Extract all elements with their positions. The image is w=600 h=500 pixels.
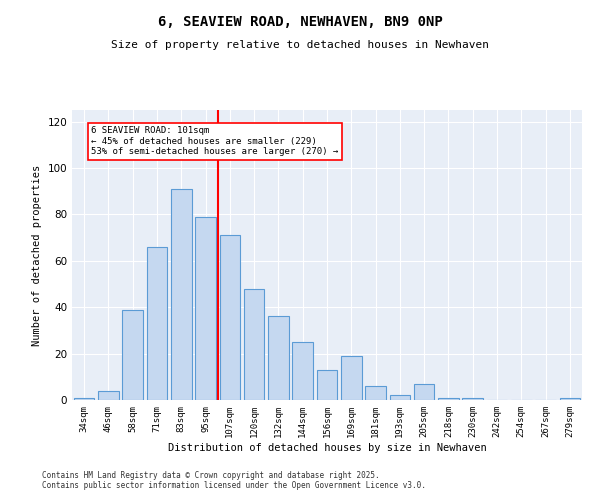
Text: Size of property relative to detached houses in Newhaven: Size of property relative to detached ho… bbox=[111, 40, 489, 50]
Bar bbox=[122, 310, 143, 400]
X-axis label: Distribution of detached houses by size in Newhaven: Distribution of detached houses by size … bbox=[167, 442, 487, 452]
Bar bbox=[146, 247, 167, 400]
Bar bbox=[292, 342, 313, 400]
Bar bbox=[195, 216, 216, 400]
Bar bbox=[365, 386, 386, 400]
Bar bbox=[244, 288, 265, 400]
Bar bbox=[560, 398, 580, 400]
Text: 6 SEAVIEW ROAD: 101sqm
← 45% of detached houses are smaller (229)
53% of semi-de: 6 SEAVIEW ROAD: 101sqm ← 45% of detached… bbox=[91, 126, 338, 156]
Bar bbox=[317, 370, 337, 400]
Y-axis label: Number of detached properties: Number of detached properties bbox=[32, 164, 42, 346]
Bar bbox=[171, 189, 191, 400]
Bar bbox=[438, 398, 459, 400]
Bar bbox=[463, 398, 483, 400]
Bar bbox=[268, 316, 289, 400]
Text: 6, SEAVIEW ROAD, NEWHAVEN, BN9 0NP: 6, SEAVIEW ROAD, NEWHAVEN, BN9 0NP bbox=[158, 15, 442, 29]
Bar bbox=[389, 396, 410, 400]
Bar bbox=[341, 356, 362, 400]
Bar bbox=[220, 236, 240, 400]
Text: Contains HM Land Registry data © Crown copyright and database right 2025.
Contai: Contains HM Land Registry data © Crown c… bbox=[42, 470, 426, 490]
Bar bbox=[98, 390, 119, 400]
Bar bbox=[74, 398, 94, 400]
Bar bbox=[414, 384, 434, 400]
